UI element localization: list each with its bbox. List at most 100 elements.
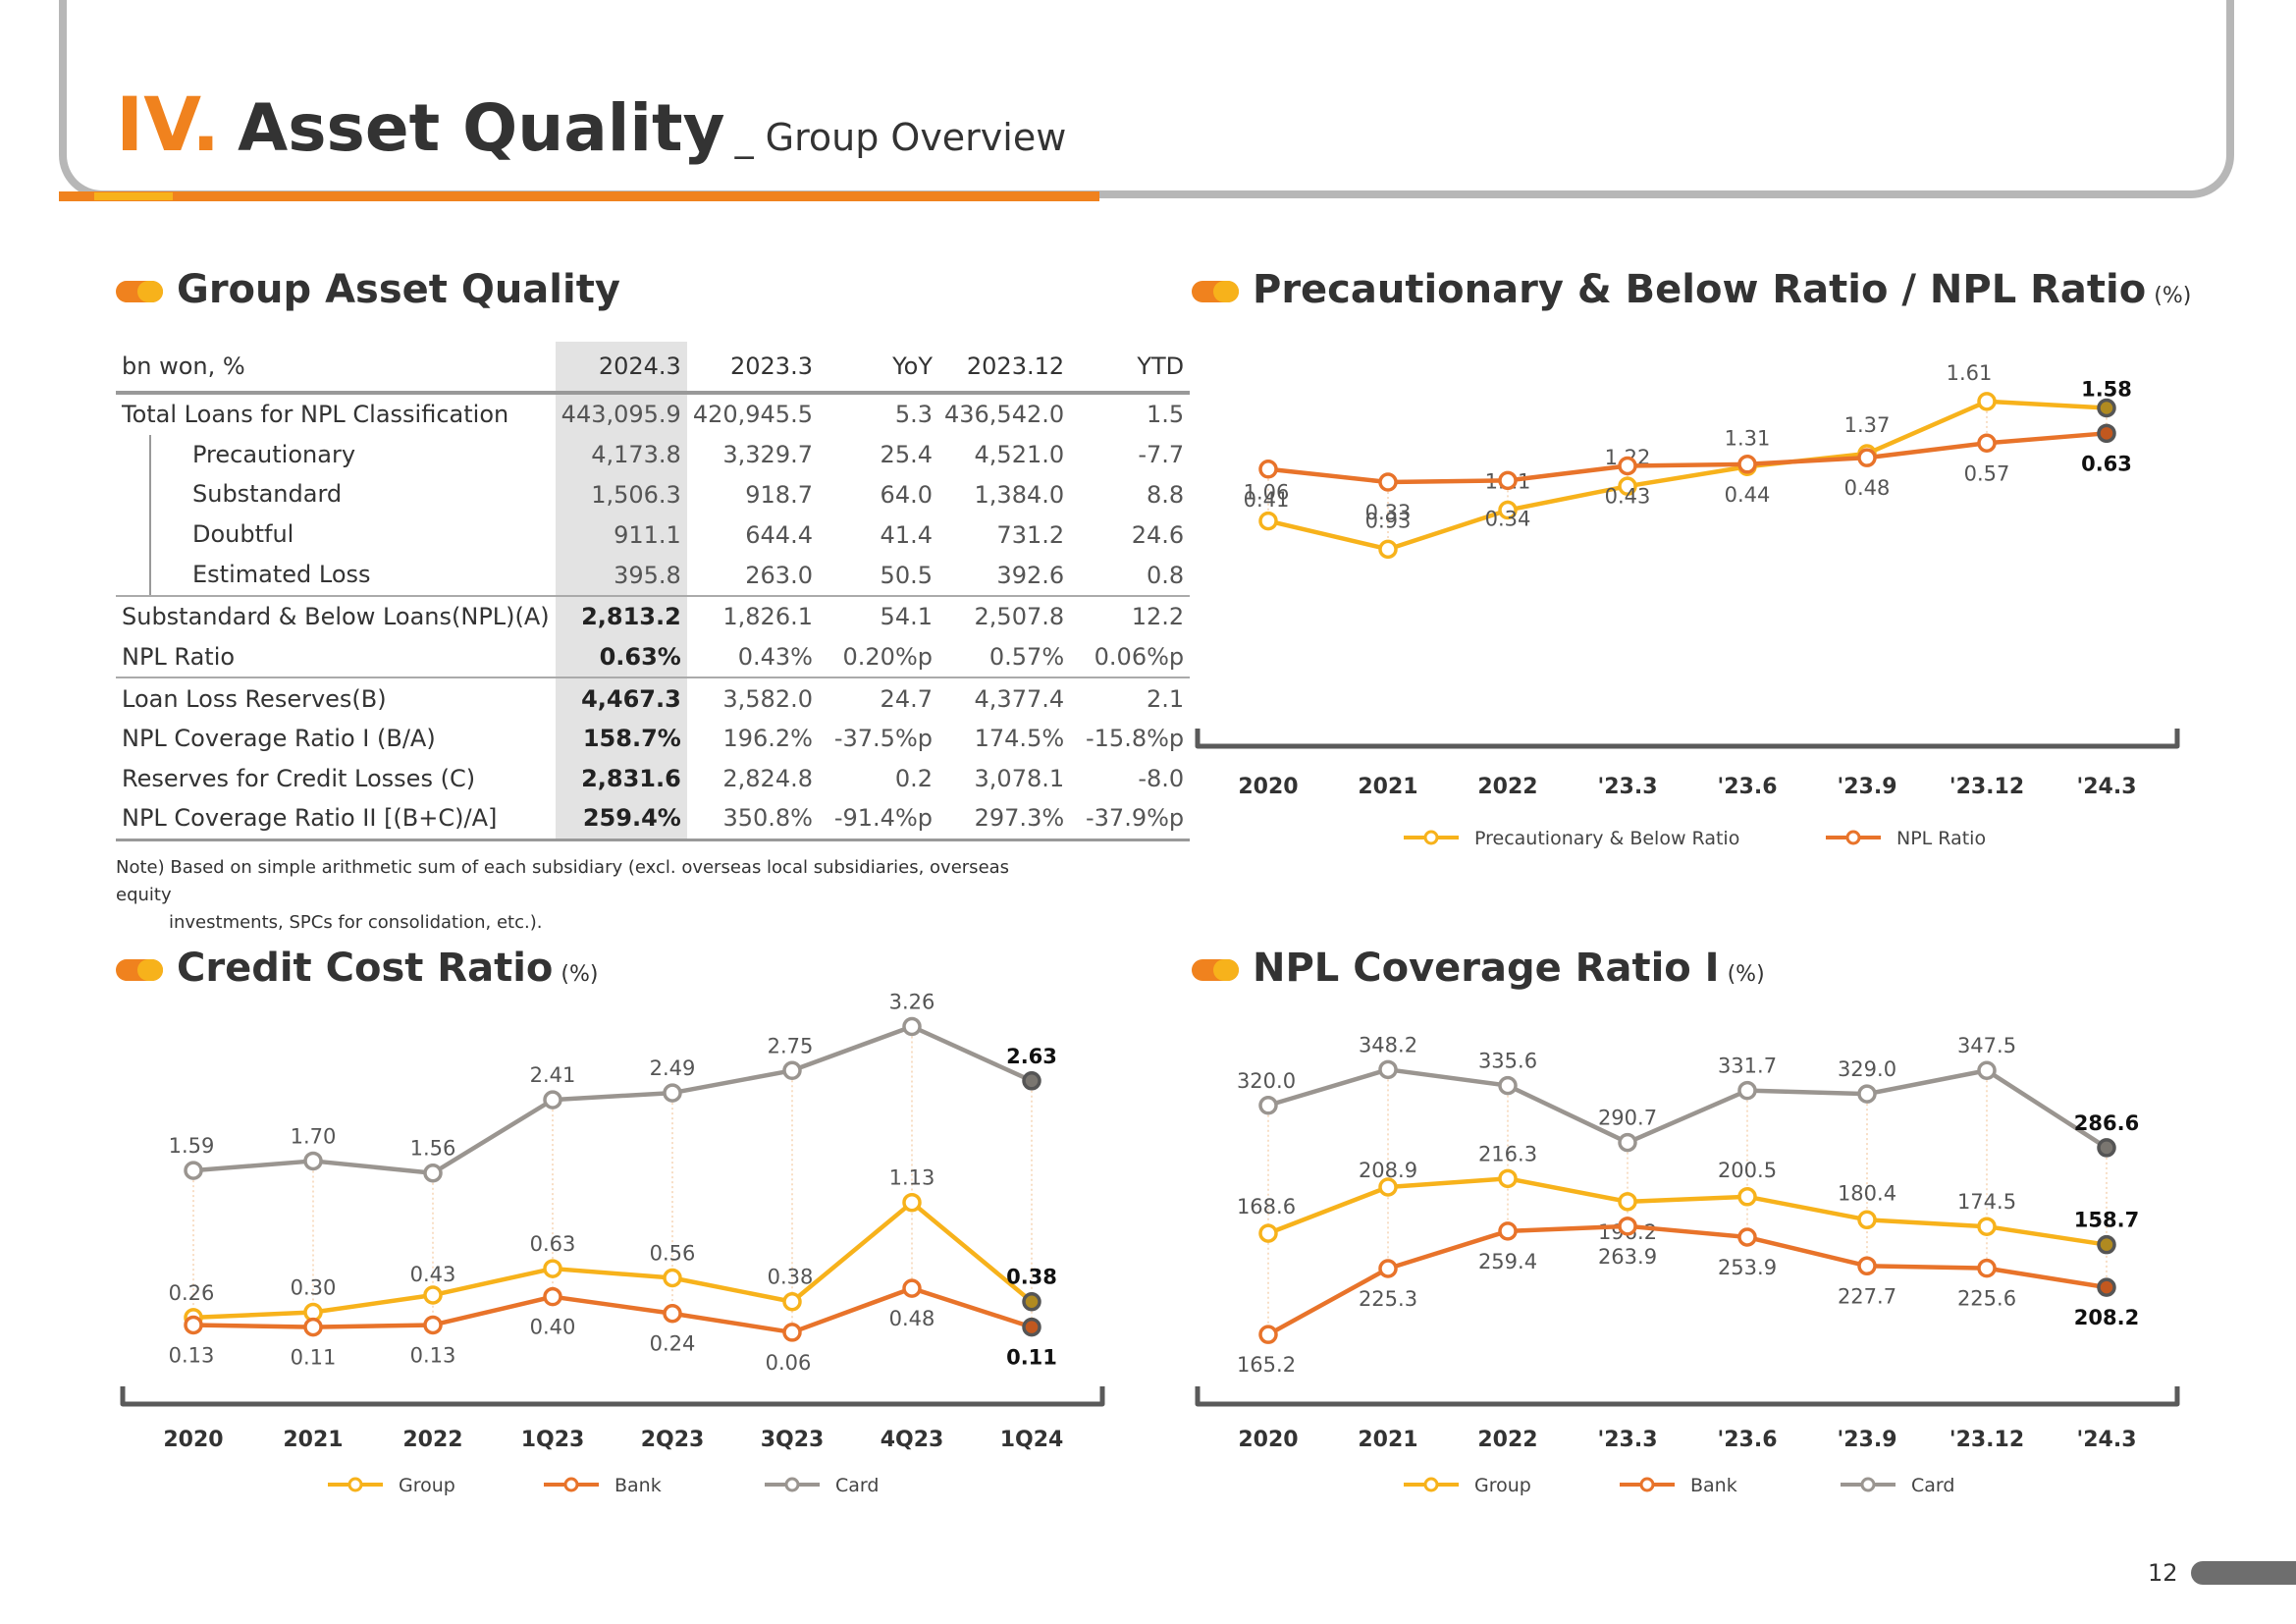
data-point (1618, 1192, 1637, 1212)
x-tick-label: '24.3 (2076, 775, 2136, 799)
data-point (1022, 1071, 1041, 1091)
legend-label: Bank (614, 1475, 662, 1496)
table-row: NPL Coverage Ratio II [(B+C)/A] 259.4% 3… (116, 798, 1191, 841)
data-point (1977, 433, 1997, 454)
data-label: 1.13 (889, 1166, 935, 1190)
data-label: 0.56 (650, 1241, 696, 1265)
data-label: 2.63 (1006, 1045, 1057, 1068)
table-row: Substandard 1,506.3 918.7 64.0 1,384.0 8… (116, 474, 1190, 515)
x-tick-label: 2021 (283, 1428, 343, 1452)
table-cell: 1,506.3 (555, 474, 687, 515)
data-point (2097, 423, 2116, 444)
data-label: 1.37 (1844, 413, 1891, 437)
table-header-cell: bn won, % (116, 342, 556, 395)
table-header-cell: YTD (1070, 342, 1191, 395)
x-tick-label: '23.6 (1717, 775, 1777, 799)
title-main: Asset Quality (238, 90, 725, 166)
row-label: Reserves for Credit Losses (C) (122, 764, 476, 792)
section-title-credit-cost: Credit Cost Ratio (%) (177, 946, 598, 991)
table-cell: 420,945.5 (692, 401, 813, 429)
legend-label: Card (835, 1475, 879, 1496)
data-point (2097, 1234, 2116, 1255)
table-cell: 395.8 (555, 555, 687, 597)
data-point (1258, 1223, 1278, 1243)
table-cell: 25.4 (880, 440, 933, 468)
x-tick-label: 2022 (402, 1428, 462, 1452)
data-label: 1.56 (410, 1137, 456, 1161)
data-label: 0.63 (2081, 452, 2132, 475)
data-label: 286.6 (2074, 1111, 2139, 1135)
row-label: Loan Loss Reserves(B) (116, 677, 556, 719)
table-cell: 2,813.2 (555, 595, 687, 637)
data-point (1977, 1060, 1997, 1080)
data-label: 0.41 (1244, 488, 1290, 512)
x-tick-label: 2Q23 (641, 1428, 705, 1452)
table-cell: 54.1 (818, 595, 938, 637)
data-label: 1.70 (291, 1124, 337, 1148)
data-point (1378, 472, 1398, 492)
series-line (192, 1024, 1033, 1175)
bullet-icon (116, 281, 163, 302)
table-cell: 0.06%p (1094, 643, 1185, 672)
data-label: 347.5 (1957, 1034, 2016, 1057)
table-cell: 297.3% (937, 798, 1071, 841)
x-tick-label: 2020 (163, 1428, 223, 1452)
legend-marker (563, 1477, 579, 1492)
row-label: Substandard (149, 474, 556, 515)
data-label: 0.34 (1485, 507, 1531, 530)
table-row: Loan Loss Reserves(B) 4,467.3 3,582.0 24… (116, 677, 1191, 719)
x-tick-label: 2022 (1477, 1428, 1537, 1452)
x-tick-label: '23.3 (1597, 775, 1657, 799)
x-tick-label: '23.6 (1717, 1428, 1777, 1452)
title-sub: _ Group Overview (734, 116, 1067, 159)
legend-marker (1639, 1477, 1655, 1492)
data-point (184, 1161, 203, 1180)
table-header-cell: 2023.12 (937, 342, 1071, 395)
table-cell: 3,582.0 (686, 677, 819, 719)
table-row: NPL Ratio 0.63% 0.43% 0.20%p 0.57% 0.06%… (116, 636, 1190, 678)
data-label: 227.7 (1838, 1284, 1896, 1308)
x-tick-label: '23.9 (1837, 1428, 1896, 1452)
data-point (1258, 460, 1278, 479)
page-number-bar (2191, 1561, 2296, 1585)
data-point (1977, 1217, 1997, 1236)
data-label: 225.6 (1957, 1287, 2016, 1311)
series-line (1267, 399, 2108, 552)
data-point (1498, 470, 1518, 491)
table-cell: -37.5%p (833, 725, 933, 753)
data-label: 200.5 (1718, 1159, 1777, 1182)
table-cell: 2.1 (1070, 677, 1191, 719)
data-label: 1.61 (1947, 361, 1993, 385)
row-label: Estimated Loss (149, 555, 556, 596)
row-label: Substandard & Below Loans(NPL)(A) (116, 595, 556, 637)
data-label: 0.26 (169, 1281, 215, 1305)
data-label: 320.0 (1237, 1069, 1296, 1093)
legend-marker (1845, 830, 1861, 845)
unit-label: (%) (2154, 284, 2192, 308)
data-label: 0.93 (1365, 509, 1412, 532)
data-label: 0.48 (889, 1307, 935, 1330)
row-label: Precautionary (149, 434, 556, 474)
precautionary-npl-ratio-chart: 2020 2021 2022 '23.3 '23.6 '23.9 '23.12 '24.3 1.… (1195, 361, 2180, 849)
data-label: 208.2 (2074, 1306, 2139, 1329)
table-cell: 158.7% (555, 718, 687, 759)
data-label: 0.24 (650, 1332, 696, 1356)
data-point (1498, 1075, 1518, 1096)
bullet-icon (1192, 959, 1239, 981)
data-label: 290.7 (1598, 1107, 1657, 1130)
section-title-text: NPL Coverage Ratio I (1253, 946, 1720, 991)
legend-label: Group (399, 1475, 455, 1496)
table-cell: 8.8 (1146, 480, 1185, 509)
asset-quality-table: bn won, % 2024.3 2023.3 YoY 2023.12 YTD … (116, 342, 1191, 841)
x-tick-label: 3Q23 (761, 1428, 825, 1452)
data-point (1737, 1187, 1757, 1207)
table-cell: 196.2% (722, 725, 813, 753)
data-label: 0.38 (1006, 1266, 1057, 1289)
table-cell: 0.20%p (842, 643, 933, 672)
data-point (1857, 1256, 1877, 1276)
table-cell: 2,824.8 (722, 764, 813, 792)
x-tick-label: 2022 (1477, 775, 1537, 799)
series-line (192, 1200, 1034, 1321)
section-title-coverage: NPL Coverage Ratio I (%) (1253, 946, 1765, 991)
data-label: 0.48 (1844, 476, 1891, 500)
